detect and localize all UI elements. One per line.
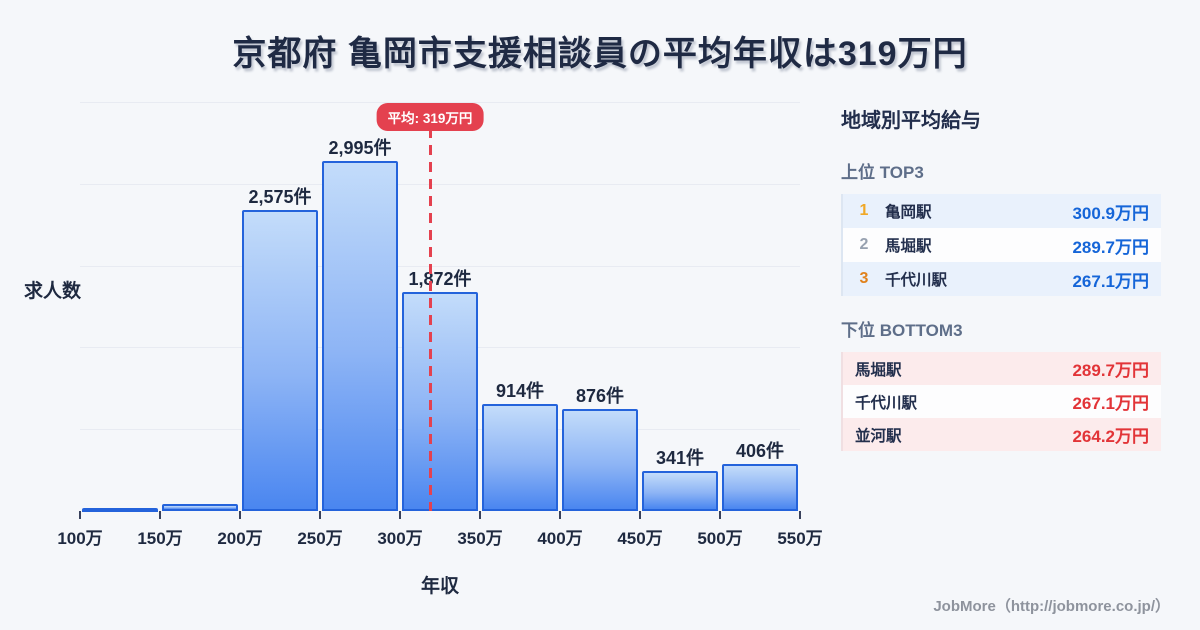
bar-value-label: 876件: [575, 386, 625, 406]
station-name: 亀岡駅: [885, 204, 932, 221]
salary-value: 267.1万円: [1072, 394, 1149, 413]
x-axis-tick: [639, 511, 641, 519]
station-rank-row: 千代川駅 267.1万円: [843, 385, 1161, 418]
histogram-bar: [402, 292, 478, 511]
bar-value-label: 406件: [735, 441, 785, 461]
x-axis-tick: [79, 511, 81, 519]
region-salary-panel: 地域別平均給与 上位 TOP3 1 亀岡駅 300.9万円 2 馬堀駅 289.7万円 3 千…: [841, 104, 1161, 451]
histogram-bar: [722, 464, 798, 511]
gridline: [80, 102, 800, 103]
bottom3-table: 馬堀駅 289.7万円千代川駅 267.1万円並河駅 264.2万円: [841, 352, 1161, 451]
page-title: 京都府 亀岡市支援相談員の平均年収は319万円: [232, 35, 968, 73]
salary-value: 267.1万円: [1072, 271, 1149, 291]
y-axis-title: 求人数: [24, 281, 82, 302]
x-axis-tick-label: 400万: [537, 529, 583, 548]
station-name: 千代川駅: [885, 272, 948, 289]
bottom3-section-label: 下位 BOTTOM3: [841, 321, 963, 340]
x-axis-tick: [159, 511, 161, 519]
sidebar-title: 地域別平均給与: [841, 110, 981, 132]
top3-table: 1 亀岡駅 300.9万円 2 馬堀駅 289.7万円 3 千代川駅 267.1万円: [841, 194, 1161, 296]
salary-value: 289.7万円: [1072, 361, 1149, 380]
station-rank-row: 並河駅 264.2万円: [843, 418, 1161, 451]
bar-value-label: 914件: [495, 381, 545, 401]
x-axis-tick: [479, 511, 481, 519]
rank-number: 3: [859, 270, 869, 287]
site-credit: JobMore（http://jobmore.co.jp/）: [933, 598, 1170, 615]
gridline: [80, 266, 800, 267]
bar-value-label: 2,995件: [328, 138, 392, 158]
salary-value: 300.9万円: [1072, 203, 1149, 223]
x-axis-tick: [399, 511, 401, 519]
histogram-bar: [242, 210, 318, 511]
bar-value-label: 2,575件: [248, 187, 312, 207]
bar-value-label: 1,872件: [408, 269, 472, 289]
x-axis-tick-label: 300万: [377, 529, 423, 548]
station-rank-row: 馬堀駅 289.7万円: [843, 352, 1161, 385]
x-axis-tick-label: 250万: [297, 529, 343, 548]
station-name: 馬堀駅: [855, 361, 902, 379]
x-axis-tick: [559, 511, 561, 519]
gridline: [80, 184, 800, 185]
histogram-bar: [322, 161, 398, 511]
x-axis-tick: [239, 511, 241, 519]
histogram-bar: [642, 471, 718, 511]
station-name: 千代川駅: [855, 394, 918, 412]
histogram-bar: [482, 404, 558, 511]
x-axis-tick-label: 550万: [777, 529, 823, 548]
x-axis-tick-label: 100万: [57, 529, 103, 548]
x-axis-tick: [719, 511, 721, 519]
x-axis-tick-label: 350万: [457, 529, 503, 548]
x-axis-tick-label: 500万: [697, 529, 743, 548]
station-rank-row: 1 亀岡駅 300.9万円: [843, 194, 1161, 228]
histogram-bar: [162, 504, 238, 511]
x-axis-tick-label: 150万: [137, 529, 183, 548]
average-line: [429, 128, 432, 511]
top3-section-label: 上位 TOP3: [841, 163, 924, 182]
station-rank-row: 2 馬堀駅 289.7万円: [843, 228, 1161, 262]
bar-value-label: 341件: [655, 448, 705, 468]
station-rank-row: 3 千代川駅 267.1万円: [843, 262, 1161, 296]
rank-number: 2: [859, 236, 869, 253]
rank-number: 1: [859, 202, 869, 219]
x-axis-tick: [799, 511, 801, 519]
station-name: 並河駅: [855, 427, 902, 445]
x-axis-tick-label: 200万: [217, 529, 263, 548]
salary-value: 264.2万円: [1072, 427, 1149, 446]
histogram-bar: [562, 409, 638, 511]
x-axis-tick: [319, 511, 321, 519]
x-axis-tick-label: 450万: [617, 529, 663, 548]
station-name: 馬堀駅: [885, 238, 932, 255]
average-badge: 平均: 319万円: [376, 103, 484, 131]
salary-value: 289.7万円: [1072, 237, 1149, 257]
histogram-bar: [82, 508, 158, 512]
x-axis-title: 年収: [420, 576, 459, 597]
